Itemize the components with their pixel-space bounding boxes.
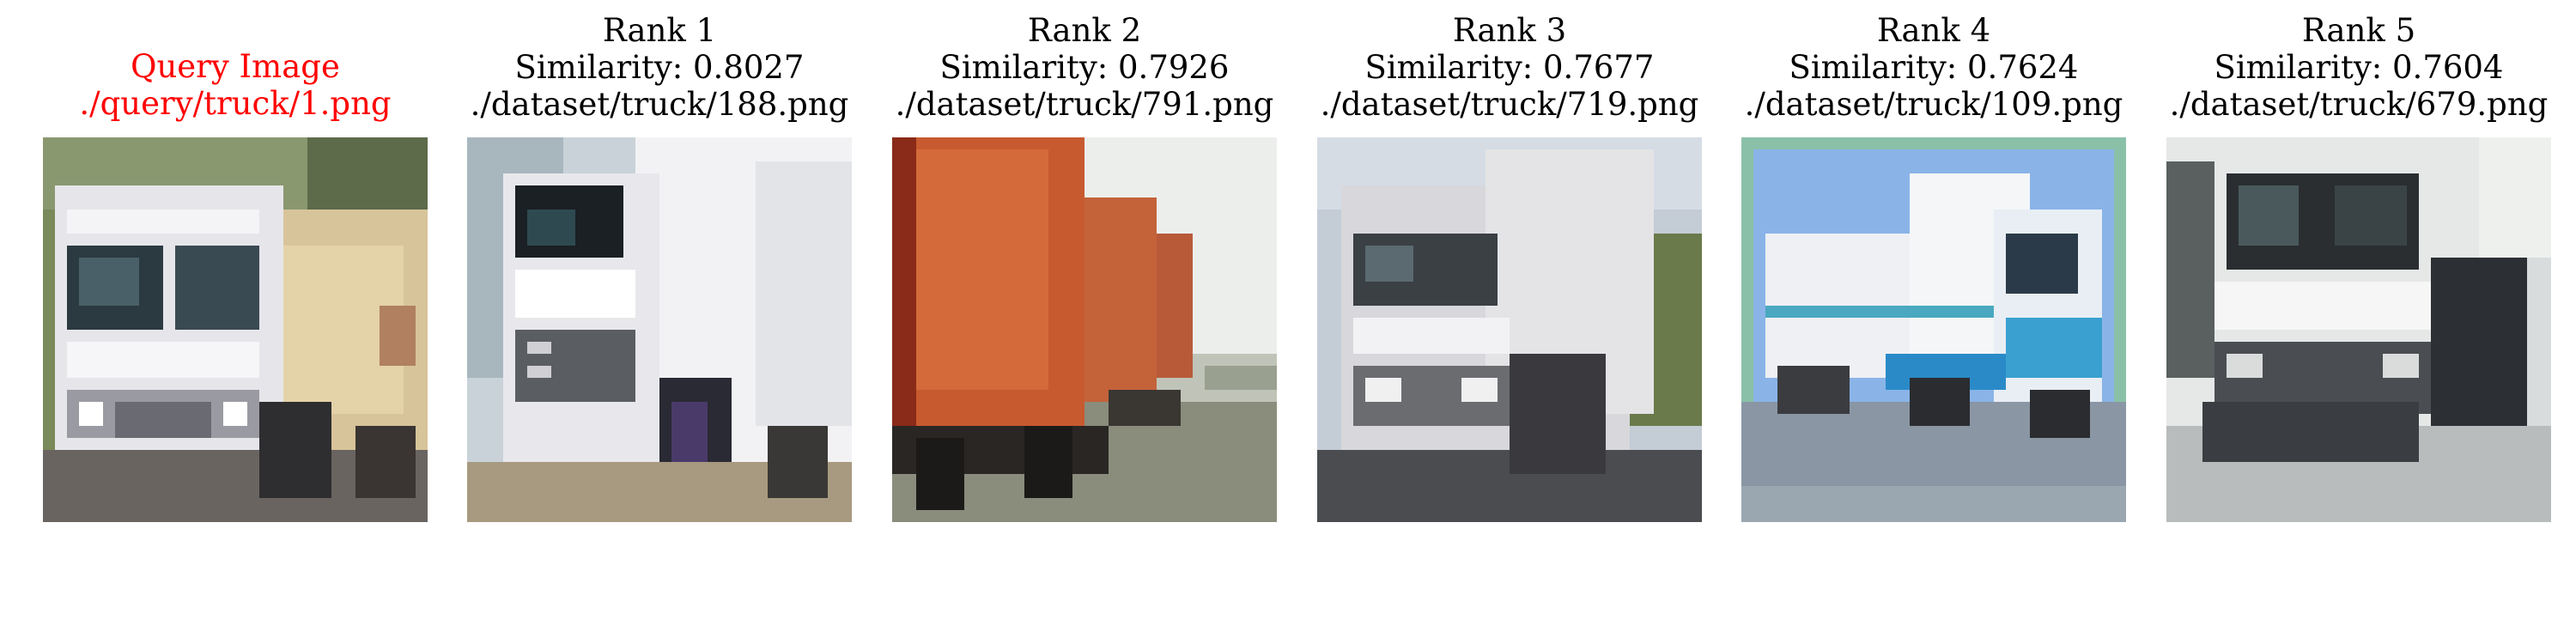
result-image-rank-5 xyxy=(2166,137,2551,522)
result-panel-rank-2: Rank 2 Similarity: 0.7926 ./dataset/truc… xyxy=(892,0,1277,524)
similarity-score: Similarity: 0.7677 xyxy=(1364,49,1655,86)
rank-label: Rank 5 xyxy=(2301,12,2416,49)
result-panel-rank-3: Rank 3 Similarity: 0.7677 ./dataset/truc… xyxy=(1317,0,1702,524)
result-path: ./dataset/truck/188.png xyxy=(470,86,849,123)
result-title: Rank 2 Similarity: 0.7926 ./dataset/truc… xyxy=(892,12,1277,123)
query-label: Query Image xyxy=(131,48,340,85)
result-panel-rank-1: Rank 1 Similarity: 0.8027 ./dataset/truc… xyxy=(467,0,852,524)
rank-label: Rank 2 xyxy=(1027,12,1142,49)
similarity-score: Similarity: 0.7624 xyxy=(1789,49,2079,86)
query-path: ./query/truck/1.png xyxy=(79,85,392,122)
rank-label: Rank 1 xyxy=(602,12,717,49)
result-title: Rank 4 Similarity: 0.7624 ./dataset/truc… xyxy=(1741,12,2126,123)
similarity-score: Similarity: 0.7604 xyxy=(2214,49,2504,86)
result-title: Rank 3 Similarity: 0.7677 ./dataset/truc… xyxy=(1317,12,1702,123)
result-title: Rank 5 Similarity: 0.7604 ./dataset/truc… xyxy=(2166,12,2551,123)
result-image-rank-4 xyxy=(1741,137,2126,522)
result-title: Rank 1 Similarity: 0.8027 ./dataset/truc… xyxy=(467,12,852,123)
result-panel-rank-4: Rank 4 Similarity: 0.7624 ./dataset/truc… xyxy=(1741,0,2126,524)
result-path: ./dataset/truck/719.png xyxy=(1320,86,1699,123)
result-path: ./dataset/truck/679.png xyxy=(2169,86,2549,123)
rank-label: Rank 3 xyxy=(1452,12,1567,49)
query-panel: Query Image ./query/truck/1.png xyxy=(43,0,428,524)
similarity-score: Similarity: 0.7926 xyxy=(939,49,1230,86)
result-image-rank-2 xyxy=(892,137,1277,522)
result-path: ./dataset/truck/109.png xyxy=(1744,86,2123,123)
result-panel-rank-5: Rank 5 Similarity: 0.7604 ./dataset/truc… xyxy=(2166,0,2551,524)
query-title: Query Image ./query/truck/1.png xyxy=(43,48,428,122)
result-image-rank-1 xyxy=(467,137,852,522)
result-path: ./dataset/truck/791.png xyxy=(895,86,1274,123)
result-image-rank-3 xyxy=(1317,137,1702,522)
query-image xyxy=(43,137,428,522)
rank-label: Rank 4 xyxy=(1876,12,1991,49)
similarity-score: Similarity: 0.8027 xyxy=(514,49,805,86)
